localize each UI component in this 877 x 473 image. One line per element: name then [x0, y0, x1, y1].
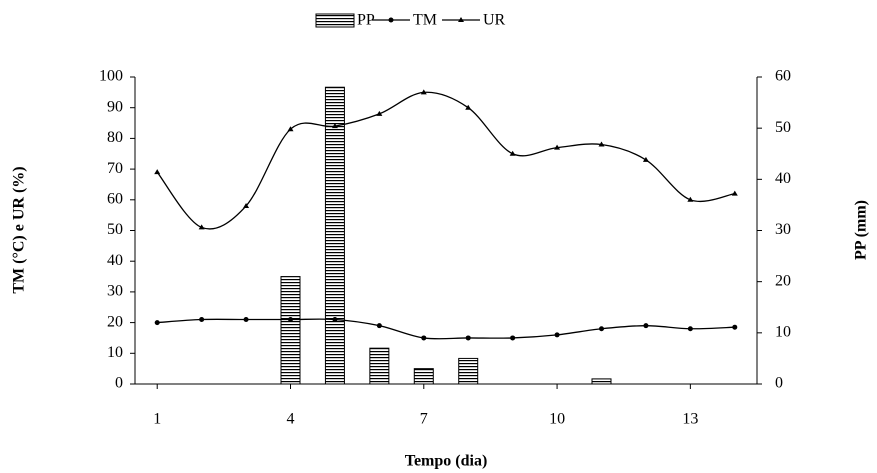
y-tick-label: 100: [99, 68, 123, 85]
legend-swatch: [315, 13, 355, 28]
point: [509, 150, 516, 156]
point: [643, 323, 649, 329]
y-tick-label: 0: [115, 375, 123, 392]
y-tick-label: 40: [107, 252, 123, 269]
line: [157, 318, 735, 340]
y-tick-label: 60: [107, 190, 123, 207]
bar: [413, 368, 434, 385]
bar: [324, 86, 345, 385]
legend-label: PP: [357, 12, 375, 29]
point: [510, 335, 516, 341]
point: [598, 141, 605, 147]
point: [421, 335, 427, 341]
y2-tick-label: 40: [775, 170, 791, 187]
x-axis-title: Tempo (dia): [405, 453, 488, 470]
x-tick-label: 13: [682, 411, 698, 428]
y2-axis-title: PP (mm): [853, 200, 870, 260]
point: [288, 317, 293, 323]
x-tick-label: 10: [549, 411, 565, 428]
point: [154, 169, 161, 175]
y2-tick-label: 60: [775, 68, 791, 85]
legend-marker: [458, 17, 464, 22]
y-tick-label: 90: [107, 98, 123, 115]
x-tick-label: 1: [153, 411, 161, 428]
y2-tick-label: 50: [775, 119, 791, 136]
y-tick-label: 30: [107, 283, 123, 300]
point: [732, 324, 738, 330]
legend-label: TM: [413, 12, 437, 29]
point: [687, 196, 694, 202]
bar: [458, 357, 479, 385]
point: [332, 317, 338, 323]
point: [554, 332, 560, 338]
point: [731, 190, 738, 196]
point: [420, 89, 427, 95]
x-tick-label: 7: [420, 411, 428, 428]
point: [198, 224, 205, 230]
y2-tick-label: 10: [775, 324, 791, 341]
y-tick-label: 10: [107, 344, 123, 361]
point: [331, 123, 338, 129]
point: [554, 144, 561, 150]
y-tick-label: 80: [107, 129, 123, 146]
legend-label: UR: [483, 12, 506, 29]
bar: [369, 347, 390, 385]
point: [376, 110, 383, 116]
point: [465, 335, 471, 341]
y2-tick-label: 30: [775, 221, 791, 238]
y2-tick-label: 0: [775, 375, 783, 392]
y-axis-title: TM (°C) e UR (%): [11, 166, 28, 293]
y-tick-label: 50: [107, 221, 123, 238]
point: [287, 126, 294, 132]
point: [199, 317, 205, 323]
y-tick-label: 70: [107, 160, 123, 177]
line: [156, 91, 735, 230]
legend-marker: [388, 17, 394, 23]
y-tick-label: 20: [107, 313, 123, 330]
point: [642, 156, 649, 162]
y2-tick-label: 20: [775, 272, 791, 289]
point: [687, 326, 693, 332]
point: [376, 323, 382, 329]
bar: [280, 276, 301, 385]
bar: [591, 378, 612, 385]
point: [243, 202, 250, 208]
point: [465, 104, 472, 110]
point: [154, 320, 160, 326]
x-tick-label: 4: [287, 411, 295, 428]
point: [243, 317, 249, 323]
point: [599, 326, 604, 332]
